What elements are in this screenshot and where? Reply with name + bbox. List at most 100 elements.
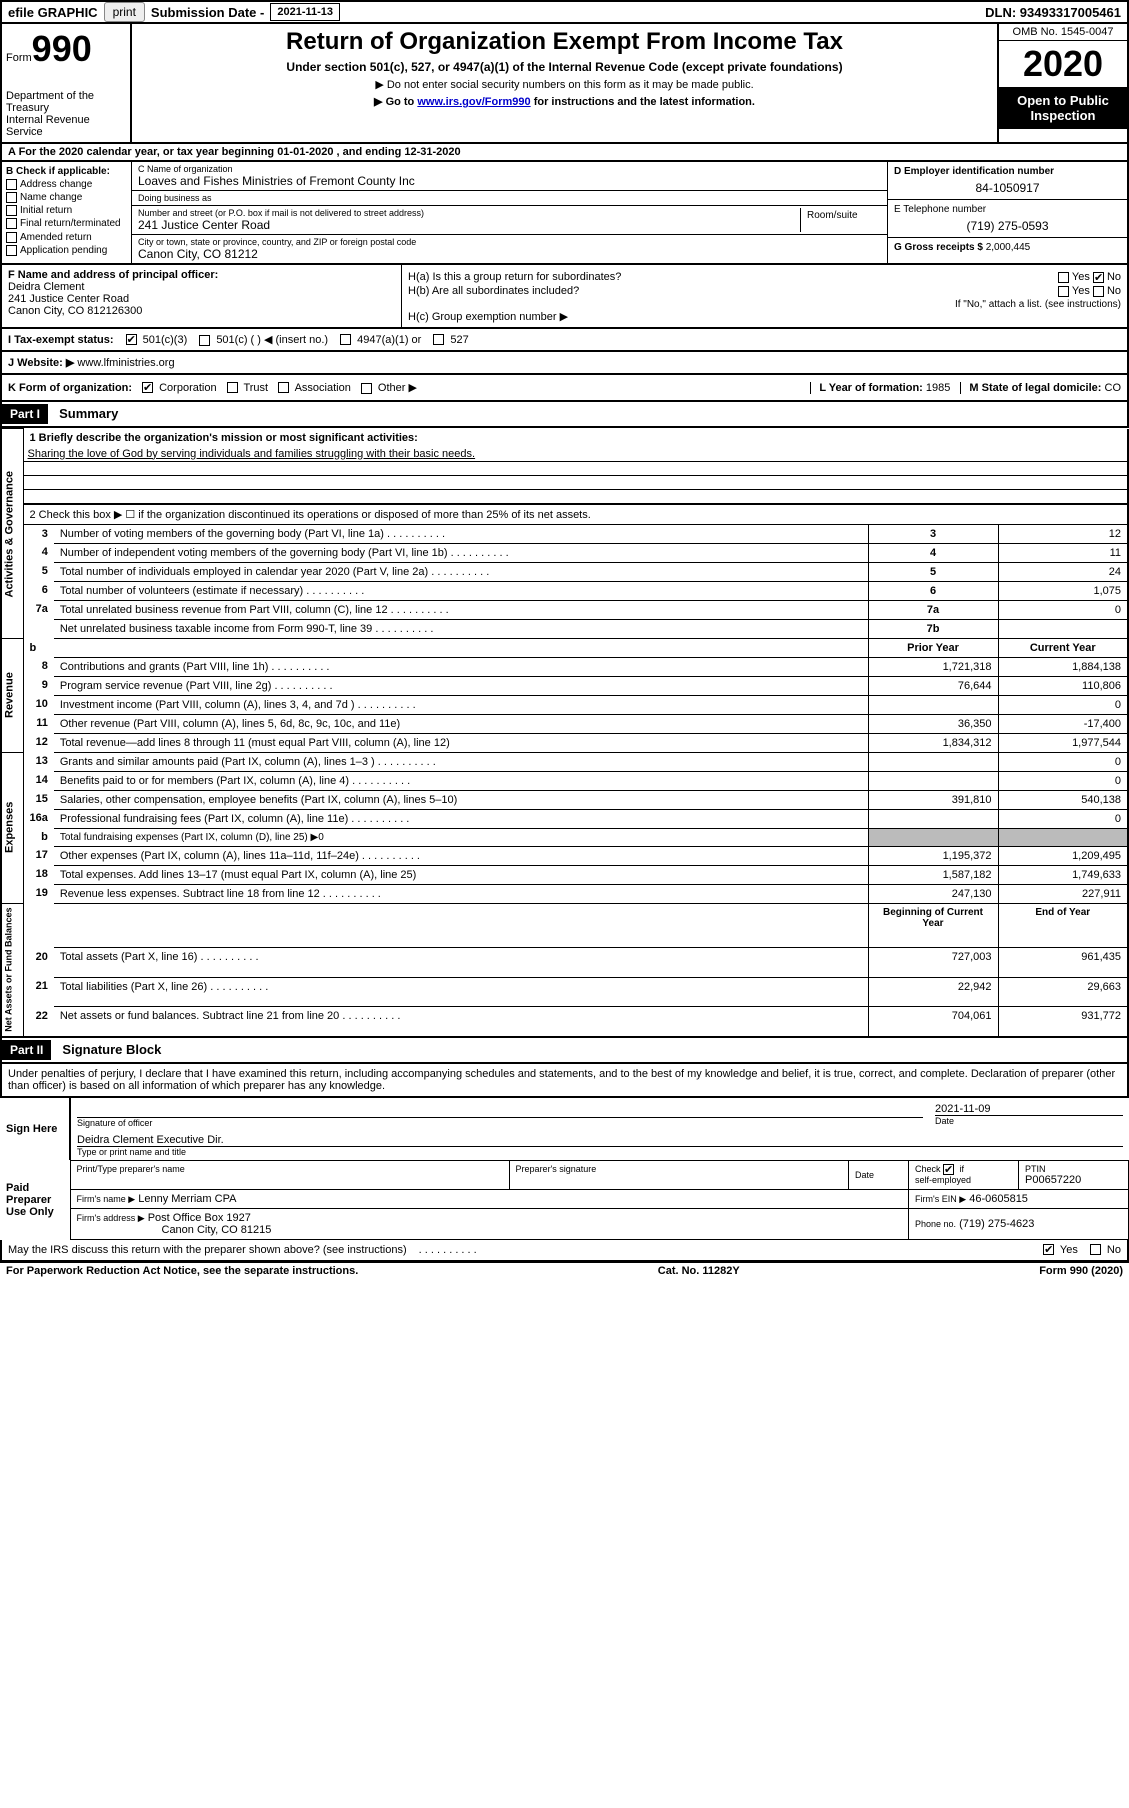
gross-row: G Gross receipts $ 2,000,445 (888, 238, 1127, 257)
gross-label: G Gross receipts $ (894, 242, 983, 253)
type-name-label: Type or print name and title (77, 1146, 1123, 1157)
form-of-org-row: K Form of organization: Corporation Trus… (0, 375, 1129, 402)
org-name: Loaves and Fishes Ministries of Fremont … (138, 174, 881, 188)
preparer-name-label: Print/Type preparer's name (77, 1164, 503, 1174)
footer-right: Form 990 (2020) (1039, 1265, 1123, 1277)
form-header: Form990 Department of the Treasury Inter… (0, 24, 1129, 144)
hb-note: If "No," attach a list. (see instruction… (408, 299, 1121, 310)
cb-application[interactable]: Application pending (6, 245, 127, 256)
gross-value: 2,000,445 (986, 242, 1031, 253)
preparer-sig-label: Preparer's signature (516, 1164, 842, 1174)
tel-label: E Telephone number (894, 204, 1121, 215)
ha-row: H(a) Is this a group return for subordin… (408, 271, 1121, 283)
ein-label: D Employer identification number (894, 166, 1121, 177)
cb-other[interactable]: Other ▶ (361, 381, 417, 394)
section-fh: F Name and address of principal officer:… (0, 265, 1129, 329)
dba-row: Doing business as (132, 191, 887, 206)
table-row: 12Total revenue—add lines 8 through 11 (… (1, 733, 1128, 752)
table-row: 14Benefits paid to or for members (Part … (1, 771, 1128, 790)
prep-date-label: Date (855, 1170, 902, 1180)
sig-officer-label: Signature of officer (77, 1117, 923, 1128)
table-row: 7aTotal unrelated business revenue from … (1, 600, 1128, 619)
cb-amended[interactable]: Amended return (6, 232, 127, 243)
section-revenue: Revenue (1, 638, 23, 752)
header-right: OMB No. 1545-0047 2020 Open to Public In… (997, 24, 1127, 142)
table-row: 3Number of voting members of the governi… (1, 524, 1128, 543)
ein-value: 84-1050917 (894, 181, 1121, 195)
phone-value: (719) 275-4623 (959, 1218, 1034, 1230)
ptin-value: P00657220 (1025, 1174, 1122, 1186)
hb-row: H(b) Are all subordinates included? Yes … (408, 285, 1121, 297)
website-label: J Website: ▶ (8, 357, 74, 369)
efile-label: efile GRAPHIC (2, 3, 104, 22)
signature-declaration: Under penalties of perjury, I declare th… (0, 1064, 1129, 1098)
paid-preparer-table: Paid Preparer Use Only Print/Type prepar… (0, 1160, 1129, 1240)
section-activities-governance: Activities & Governance (1, 429, 23, 639)
k-label: K Form of organization: (8, 382, 132, 394)
cb-trust[interactable]: Trust (227, 382, 269, 394)
col-d-ein-tel: D Employer identification number 84-1050… (887, 162, 1127, 263)
b-label: B Check if applicable: (6, 166, 110, 177)
tax-status-label: I Tax-exempt status: (8, 334, 114, 346)
form-subtitle: Under section 501(c), 527, or 4947(a)(1)… (142, 60, 987, 74)
officer-printed-name: Deidra Clement Executive Dir. (77, 1134, 1123, 1146)
cb-4947[interactable]: 4947(a)(1) or (340, 334, 421, 346)
discuss-yes[interactable]: Yes (1043, 1244, 1078, 1256)
table-row: 18Total expenses. Add lines 13–17 (must … (1, 865, 1128, 884)
firm-addr-label: Firm's address ▶ (77, 1213, 145, 1223)
firm-addr1: Post Office Box 1927 (148, 1212, 251, 1224)
col-b-checkboxes: B Check if applicable: Address change Na… (2, 162, 132, 263)
part1-badge: Part I (2, 404, 48, 424)
cb-initial-return[interactable]: Initial return (6, 205, 127, 216)
officer-addr2: Canon City, CO 812126300 (8, 305, 142, 317)
form-title: Return of Organization Exempt From Incom… (142, 28, 987, 56)
cb-name-change[interactable]: Name change (6, 192, 127, 203)
cb-527[interactable]: 527 (433, 334, 468, 346)
cb-corporation[interactable]: Corporation (142, 382, 217, 394)
discuss-no[interactable]: No (1090, 1244, 1121, 1256)
street-value: 241 Justice Center Road (138, 218, 800, 232)
firm-ein-label: Firm's EIN ▶ (915, 1194, 966, 1204)
ptin-label: PTIN (1025, 1164, 1122, 1174)
phone-label: Phone no. (915, 1219, 956, 1229)
cb-501c3[interactable]: 501(c)(3) (126, 334, 188, 346)
part1-title: Summary (59, 406, 118, 421)
table-row: 17Other expenses (Part IX, column (A), l… (1, 846, 1128, 865)
table-row: 19Revenue less expenses. Subtract line 1… (1, 884, 1128, 903)
footer-catno: Cat. No. 11282Y (658, 1265, 740, 1277)
tel-row: E Telephone number (719) 275-0593 (888, 200, 1127, 238)
footer: For Paperwork Reduction Act Notice, see … (0, 1262, 1129, 1279)
cb-association[interactable]: Association (278, 382, 351, 394)
submission-date: 2021-11-13 (270, 3, 340, 21)
table-row: 22Net assets or fund balances. Subtract … (1, 1007, 1128, 1037)
discuss-label: May the IRS discuss this return with the… (8, 1244, 407, 1256)
table-row: 4Number of independent voting members of… (1, 543, 1128, 562)
col-c-org-info: C Name of organization Loaves and Fishes… (132, 162, 887, 263)
part2-badge: Part II (2, 1040, 51, 1060)
note-link: ▶ Go to www.irs.gov/Form990 for instruct… (142, 95, 987, 108)
state-domicile: M State of legal domicile: CO (960, 382, 1121, 394)
table-row: 9Program service revenue (Part VIII, lin… (1, 676, 1128, 695)
city-label: City or town, state or province, country… (138, 237, 881, 247)
print-button[interactable]: print (104, 2, 145, 22)
principal-officer: F Name and address of principal officer:… (2, 265, 402, 327)
officer-addr1: 241 Justice Center Road (8, 293, 129, 305)
street-row: Number and street (or P.O. box if mail i… (132, 206, 887, 235)
self-employed-check: Check ifself-employed (909, 1160, 1019, 1189)
section-expenses: Expenses (1, 752, 23, 903)
paid-preparer-label: Paid Preparer Use Only (0, 1160, 70, 1239)
instructions-link[interactable]: www.irs.gov/Form990 (417, 96, 530, 108)
sig-date-value: 2021-11-09 (935, 1103, 1123, 1115)
footer-left: For Paperwork Reduction Act Notice, see … (6, 1265, 358, 1277)
cb-501c[interactable]: 501(c) ( ) ◀ (insert no.) (199, 333, 328, 346)
line2-checkbox: 2 Check this box ▶ ☐ if the organization… (23, 504, 1128, 524)
street-label: Number and street (or P.O. box if mail i… (138, 208, 800, 218)
section-bcd: B Check if applicable: Address change Na… (0, 162, 1129, 265)
mission-text: Sharing the love of God by serving indiv… (24, 447, 1128, 462)
ein-row: D Employer identification number 84-1050… (888, 162, 1127, 200)
discuss-row: May the IRS discuss this return with the… (0, 1240, 1129, 1262)
cb-final-return[interactable]: Final return/terminated (6, 218, 127, 229)
group-return: H(a) Is this a group return for subordin… (402, 265, 1127, 327)
table-row: Net unrelated business taxable income fr… (1, 619, 1128, 638)
cb-address-change[interactable]: Address change (6, 179, 127, 190)
